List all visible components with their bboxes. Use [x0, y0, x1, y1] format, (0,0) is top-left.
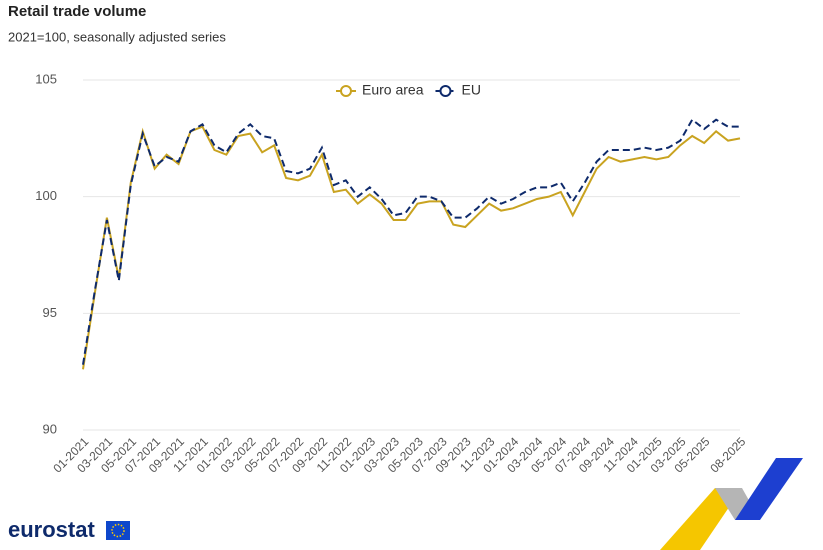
series-line: [82, 118, 740, 365]
decoration: [660, 458, 803, 550]
logo-text: eurostat: [8, 517, 95, 542]
chart-subtitle: 2021=100, seasonally adjusted series: [8, 29, 226, 44]
chart-title: Retail trade volume: [8, 3, 146, 20]
legend-marker: [439, 85, 452, 97]
eu-flag: [106, 521, 130, 540]
eu-stars: [111, 523, 125, 538]
legend-marker: [340, 85, 352, 97]
stripe-blue: [735, 458, 803, 520]
logo: eurostat: [8, 517, 130, 542]
stripe-yellow: [660, 488, 742, 550]
legend-label: Euro area: [362, 82, 424, 98]
series-line: [82, 125, 741, 370]
y-tick-label: 90: [43, 421, 57, 436]
y-tick-label: 100: [35, 188, 57, 203]
legend: Euro area EU: [336, 82, 481, 98]
y-tick-label: 95: [43, 305, 57, 320]
y-tick-label: 105: [35, 71, 57, 86]
x-tick-label: 08-2025: [707, 434, 748, 475]
legend-label: EU: [461, 82, 480, 98]
